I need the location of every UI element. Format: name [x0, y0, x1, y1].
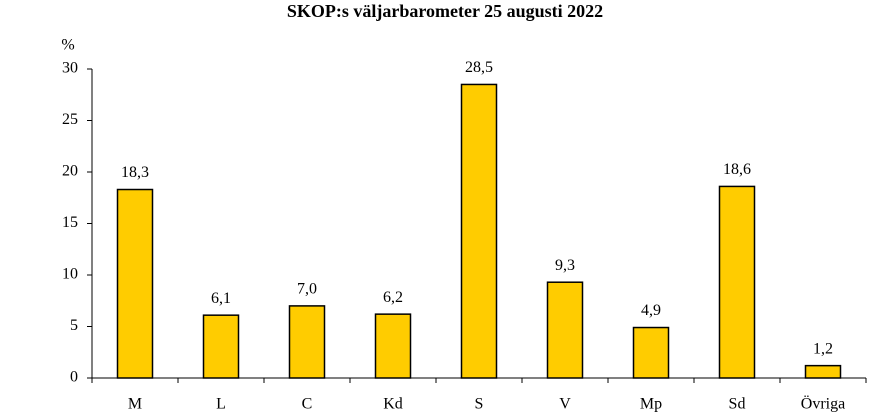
- y-tick-label: 20: [62, 163, 78, 180]
- bar: [116, 188, 154, 379]
- value-label: 7,0: [297, 281, 317, 298]
- value-label: 9,3: [555, 257, 575, 274]
- x-tick-label: S: [475, 396, 484, 413]
- y-tick-label: 10: [62, 266, 78, 283]
- bar: [288, 305, 326, 379]
- chart-title: SKOP:s väljarbarometer 25 augusti 2022: [287, 1, 603, 21]
- x-tick-label: Övriga: [801, 395, 845, 413]
- x-tick-label: L: [216, 396, 226, 413]
- x-tick-label: Sd: [729, 396, 746, 413]
- y-axis-label: %: [61, 37, 74, 54]
- x-tick-label: C: [302, 396, 313, 413]
- value-label: 4,9: [641, 302, 661, 319]
- bar: [202, 314, 240, 379]
- y-tick-label: 15: [62, 214, 78, 231]
- x-tick-label: V: [559, 396, 571, 413]
- value-label: 6,2: [383, 289, 403, 306]
- bar: [718, 185, 756, 379]
- bar: [632, 326, 670, 379]
- y-tick-label: 25: [62, 111, 78, 128]
- y-tick-label: 30: [62, 60, 78, 77]
- value-label: 18,3: [121, 164, 149, 181]
- bar: [804, 364, 842, 379]
- y-tick-label: 0: [70, 369, 78, 386]
- bar: [546, 281, 584, 379]
- x-tick-label: M: [128, 396, 142, 413]
- x-tick-label: Kd: [383, 396, 403, 413]
- bar: [374, 313, 412, 379]
- value-label: 1,2: [813, 340, 833, 357]
- bar: [460, 83, 498, 379]
- y-tick-label: 5: [70, 317, 78, 334]
- value-label: 28,5: [465, 59, 493, 76]
- x-tick-label: Mp: [640, 396, 662, 413]
- value-label: 18,6: [723, 161, 751, 178]
- value-label: 6,1: [211, 290, 231, 307]
